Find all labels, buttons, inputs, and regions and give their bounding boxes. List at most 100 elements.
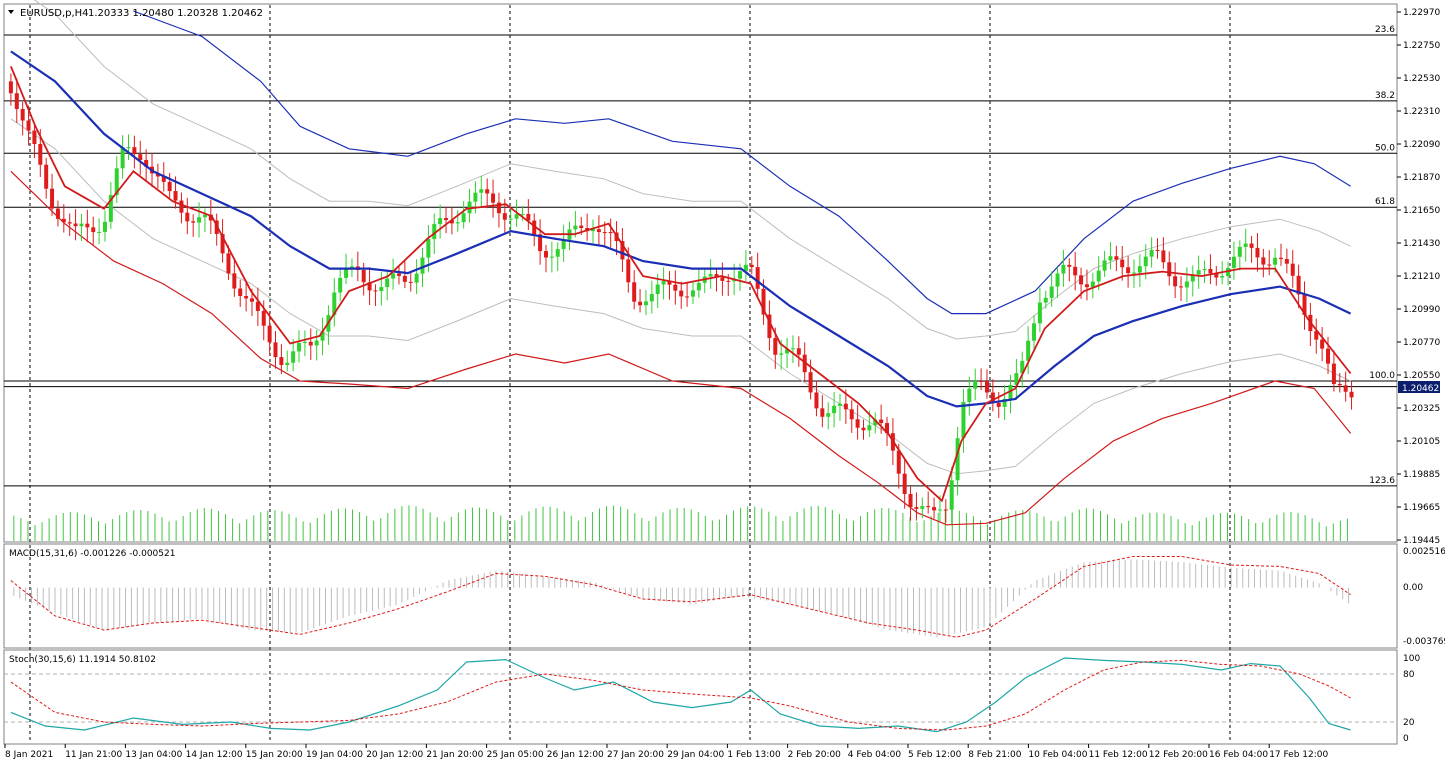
candle-body	[820, 408, 825, 417]
candle-body	[402, 275, 407, 282]
candle-body	[208, 214, 213, 221]
candle-body	[549, 256, 554, 258]
candle-body	[1137, 266, 1142, 273]
candle-body	[867, 425, 872, 431]
candle-body	[949, 480, 954, 510]
candle-body	[414, 273, 419, 283]
candle-body	[855, 419, 860, 428]
candle-body	[73, 223, 78, 227]
candle-body	[708, 274, 713, 277]
macd-label: MACD(15,31,6) -0.001226 -0.000521	[9, 549, 175, 559]
candle-body	[1043, 297, 1048, 303]
price-tick-label: 1.20990	[1403, 305, 1440, 315]
price-tick-label: 1.20105	[1403, 437, 1440, 447]
collapse-arrow-icon[interactable]	[8, 10, 14, 14]
candle-body	[1278, 257, 1283, 260]
candle-body	[1155, 249, 1160, 251]
candle-body	[1126, 267, 1131, 274]
candle-body	[455, 222, 460, 224]
candle-body	[1108, 256, 1113, 261]
candle-body	[984, 381, 989, 393]
time-tick-label: 11 Feb 12:00	[1089, 750, 1148, 760]
time-tick-label: 11 Jan 21:00	[65, 750, 122, 760]
candle-body	[1161, 250, 1166, 263]
time-tick-label: 21 Jan 20:00	[426, 750, 483, 760]
time-tick-label: 26 Jan 12:00	[547, 750, 604, 760]
candle-body	[138, 154, 143, 160]
candle-body	[1131, 272, 1136, 274]
candle-body	[626, 259, 631, 283]
candle-body	[1114, 256, 1119, 260]
candle-body	[297, 343, 302, 352]
candle-body	[1267, 264, 1272, 266]
candle-body	[796, 348, 801, 355]
candle-body	[602, 232, 607, 234]
candle-body	[896, 450, 901, 474]
price-panel	[3, 3, 1398, 543]
candle-body	[1331, 363, 1336, 384]
candle-body	[1249, 243, 1254, 248]
candle-body	[655, 284, 660, 295]
candle-body	[914, 507, 919, 509]
stoch-axis-label: 100	[1403, 654, 1420, 664]
candle-body	[344, 268, 349, 278]
time-tick-label: 8 Feb 21:00	[968, 750, 1022, 760]
price-tick-label: 1.22970	[1403, 8, 1440, 18]
candle-body	[837, 403, 842, 406]
candle-body	[120, 147, 125, 169]
candle-body	[749, 264, 754, 268]
candle-body	[144, 159, 149, 167]
candle-body	[685, 296, 690, 298]
candle-body	[1237, 246, 1242, 257]
candle-body	[591, 229, 596, 232]
time-tick-label: 10 Feb 04:00	[1028, 750, 1087, 760]
candle-body	[920, 506, 925, 509]
candle-body	[1202, 268, 1207, 271]
time-tick-label: 13 Jan 04:00	[125, 750, 182, 760]
candle-body	[926, 506, 931, 508]
current-price-value: 1.20462	[1402, 384, 1439, 394]
candle-body	[767, 314, 772, 339]
candle-body	[97, 231, 102, 233]
candle-body	[396, 273, 401, 276]
candle-body	[543, 251, 548, 258]
candle-body	[85, 223, 90, 228]
stoch-main-line	[10, 657, 1351, 733]
fib-label: 23.6	[1375, 25, 1395, 35]
candle-body	[667, 281, 672, 285]
candle-body	[743, 264, 748, 272]
macd-panel	[3, 543, 1398, 649]
candle-body	[579, 225, 584, 229]
macd-indicator: 0.002516 0.00 -0.003769	[10, 547, 1445, 647]
candle-body	[802, 354, 807, 373]
stoch-panel	[3, 649, 1398, 745]
time-tick-label: 19 Jan 04:00	[306, 750, 363, 760]
fib-label: 100.0	[1369, 371, 1395, 381]
fib-label: 38.2	[1375, 91, 1395, 101]
stoch-axis-label: 0	[1403, 734, 1409, 744]
candle-body	[502, 213, 507, 220]
candle-body	[26, 120, 31, 131]
candle-body	[573, 225, 578, 230]
fib-label: 123.6	[1369, 476, 1395, 486]
candle-body	[1026, 340, 1031, 361]
ohlc-values: 1.20333 1.20480 1.20328 1.20462	[88, 8, 263, 19]
candle-body	[779, 353, 784, 355]
candle-body	[1102, 260, 1107, 271]
candle-body	[738, 271, 743, 279]
candle-body	[943, 509, 948, 511]
candle-body	[479, 189, 484, 193]
blue-moving-average	[10, 50, 1352, 408]
time-tick-label: 12 Feb 20:00	[1149, 750, 1208, 760]
candle-body	[608, 232, 613, 234]
candle-body	[1284, 259, 1289, 264]
candle-body	[714, 274, 719, 278]
time-tick-label: 5 Feb 12:00	[908, 750, 962, 760]
candle-body	[1290, 263, 1295, 276]
candle-body	[785, 349, 790, 354]
price-axis: 1.22970 1.22750 1.22530 1.22310 1.22090 1.218…	[1397, 8, 1440, 546]
candle-body	[473, 192, 478, 202]
candle-body	[1314, 331, 1319, 340]
candle-body	[238, 288, 243, 297]
time-grid	[29, 5, 1231, 743]
